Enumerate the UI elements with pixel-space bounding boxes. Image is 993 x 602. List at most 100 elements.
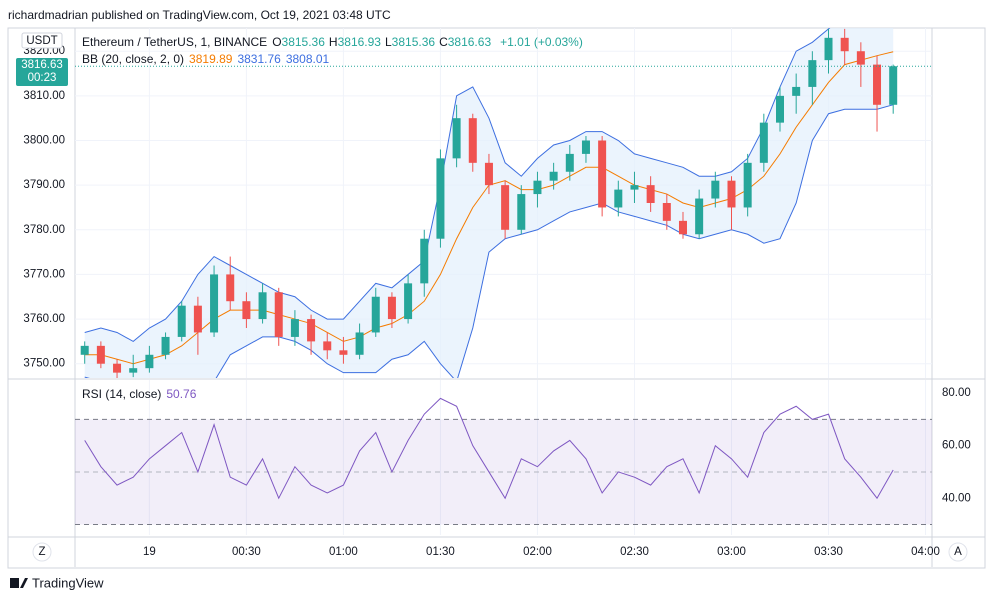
- y-tick-label: 3810.00: [23, 90, 65, 102]
- candle-body: [792, 86, 801, 96]
- candle-body: [436, 158, 445, 239]
- x-tick-label: 01:30: [426, 546, 455, 558]
- candle-body: [129, 368, 138, 373]
- rsi-tick-label: 40.00: [942, 492, 971, 504]
- candle-body: [210, 274, 219, 333]
- y-tick-label: 3790.00: [23, 179, 65, 191]
- ohlc-label: L: [384, 35, 392, 49]
- candle-body: [193, 305, 202, 333]
- candle-body: [226, 274, 235, 302]
- candle-body: [517, 194, 526, 230]
- ohlc-label: H: [328, 35, 338, 49]
- x-tick-label: 02:00: [523, 546, 552, 558]
- candle-body: [468, 118, 477, 163]
- candle-body: [533, 180, 542, 195]
- candle-body: [824, 37, 833, 61]
- candle-body: [258, 292, 267, 320]
- rsi-label: RSI (14, close): [82, 387, 162, 401]
- candle-body: [646, 185, 655, 203]
- price-tag: 3816.63 00:23: [16, 58, 68, 87]
- candle-body: [339, 350, 348, 355]
- bb-value: 3831.76: [237, 52, 281, 66]
- ohlc-value: 3816.93: [337, 35, 381, 49]
- candle-body: [404, 283, 413, 320]
- zoom-label[interactable]: Z: [38, 546, 45, 558]
- y-tick-label: 3760.00: [23, 313, 65, 325]
- candle-body: [840, 37, 849, 52]
- x-tick-label: 01:00: [329, 546, 358, 558]
- candle-body: [387, 296, 396, 320]
- candle-body: [711, 180, 720, 199]
- candle-body: [452, 118, 461, 159]
- candle-body: [678, 220, 687, 235]
- bb-label: BB (20, close, 2, 0): [82, 52, 185, 66]
- candle-body: [695, 198, 704, 235]
- candle-body: [484, 162, 493, 186]
- candle-body: [355, 332, 364, 355]
- candle-body: [598, 140, 607, 208]
- x-tick-label: 02:30: [620, 546, 649, 558]
- frame: [7, 27, 986, 569]
- candle-body: [242, 301, 251, 320]
- y-tick-label: 3750.00: [23, 358, 65, 370]
- candle-body: [80, 345, 89, 355]
- candle-body: [96, 345, 105, 364]
- bb-lower: [84, 104, 894, 378]
- y-tick-label: 3800.00: [23, 135, 65, 147]
- symbol-legend: Ethereum / TetherUS, 1, BINANCE O3815.36 H…: [82, 35, 588, 49]
- ohlc-value: 3815.36: [391, 35, 436, 49]
- candle-body: [113, 363, 122, 373]
- candle-body: [501, 185, 510, 230]
- ohlc-value: 3815.36: [281, 35, 325, 49]
- candle-body: [759, 122, 768, 163]
- auto-label[interactable]: A: [954, 546, 962, 558]
- rsi-line: [84, 397, 894, 500]
- candle-body: [371, 296, 380, 333]
- bb-legend: BB (20, close, 2, 0) 3819.89 3831.76 3808.0…: [82, 52, 334, 66]
- footer-brand: TradingView: [32, 575, 104, 590]
- candle-body: [727, 180, 736, 208]
- candle-body: [323, 341, 332, 351]
- candle-body: [614, 189, 623, 208]
- bb-value: 3808.01: [285, 52, 330, 66]
- candle-body: [776, 95, 785, 123]
- candle-body: [145, 354, 154, 369]
- candle-body: [662, 203, 671, 221]
- candle-body: [420, 238, 429, 284]
- candle-body: [630, 185, 639, 190]
- candle-body: [889, 66, 898, 105]
- candle-body: [549, 171, 558, 181]
- currency: USDT: [26, 35, 57, 47]
- candle-body: [307, 319, 316, 342]
- x-tick-label: 03:30: [814, 546, 843, 558]
- candle-body: [290, 319, 299, 337]
- tv-logo: [10, 578, 28, 588]
- rsi-tick-label: 60.00: [942, 440, 971, 452]
- ohlc-label: O: [272, 35, 282, 49]
- price-tag-price: 3816.63: [21, 59, 63, 72]
- zoom-button[interactable]: [32, 542, 52, 562]
- candle-body: [565, 153, 574, 172]
- candle-body: [581, 140, 590, 154]
- price-tag-countdown: 00:23: [27, 72, 57, 85]
- ohlc-label: C: [439, 35, 448, 49]
- symbol: Ethereum / TetherUS, 1, BINANCE: [82, 35, 268, 49]
- change: +1.01 (+0.03%): [500, 35, 583, 49]
- candle-body: [177, 305, 186, 337]
- x-tick-label: 19: [143, 546, 156, 558]
- rsi-tick-label: 80.00: [942, 387, 971, 399]
- candle-body: [808, 60, 817, 87]
- candle-body: [743, 162, 752, 208]
- x-tick-label: 04:00: [911, 546, 940, 558]
- candle-body: [873, 64, 882, 105]
- ohlc-value: 3816.63: [447, 35, 492, 49]
- auto-button[interactable]: [948, 542, 968, 562]
- publish-info: richardmadrian published on TradingView.…: [8, 8, 391, 22]
- candle-body: [274, 292, 283, 337]
- rsi-value: 50.76: [166, 387, 197, 401]
- x-tick-label: 00:30: [232, 546, 261, 558]
- y-tick-label: 3780.00: [23, 224, 65, 236]
- ohlc: O3815.36 H3816.93 L3815.36 C3816.63: [272, 35, 495, 49]
